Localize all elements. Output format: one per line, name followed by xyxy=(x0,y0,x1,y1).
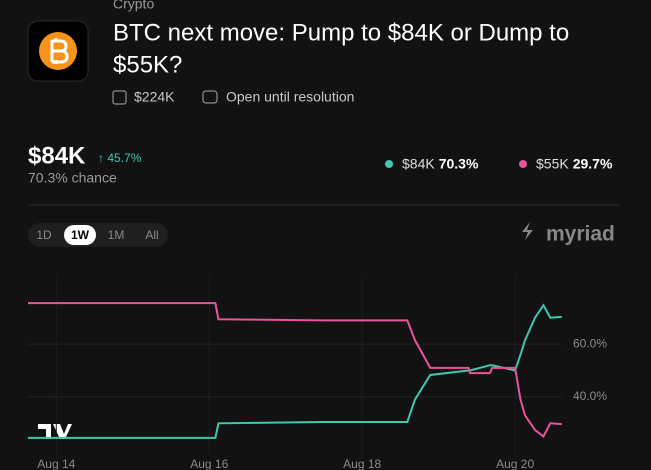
x-tick-label: Aug 16 xyxy=(190,457,228,470)
legend-dot xyxy=(519,160,527,168)
y-tick-label: 60.0% xyxy=(573,336,607,350)
title: $55K? xyxy=(113,51,182,78)
status-icon xyxy=(202,90,218,104)
legend-value: 29.7% xyxy=(573,156,613,172)
title: BTC next move: Pump to $84K or Dump to xyxy=(113,19,569,46)
range-button[interactable]: 1D xyxy=(36,228,52,242)
brand-logo xyxy=(522,222,533,240)
series-line xyxy=(28,303,562,439)
category: Crypto xyxy=(113,0,154,12)
range-button[interactable]: 1M xyxy=(108,228,125,242)
x-tick-label: Aug 14 xyxy=(37,457,75,470)
volume-icon xyxy=(112,90,127,105)
legend-name: $84K xyxy=(402,156,435,172)
series-line xyxy=(28,302,562,439)
legend-dot xyxy=(385,160,393,168)
price-change: ↑ 45.7% xyxy=(98,151,142,165)
status: Open until resolution xyxy=(226,89,354,105)
range-button[interactable]: 1W xyxy=(71,228,90,242)
range-button[interactable]: All xyxy=(145,228,158,242)
range-selected xyxy=(64,225,96,245)
y-tick-label: 40.0% xyxy=(573,389,607,403)
bitcoin-symbol xyxy=(50,38,69,64)
x-tick-label: Aug 18 xyxy=(343,457,381,470)
legend-name: $55K xyxy=(536,156,569,172)
tradingview-logo xyxy=(38,424,72,439)
range-selector xyxy=(28,223,168,247)
brand: myriad xyxy=(546,223,615,246)
volume: $224K xyxy=(134,89,175,105)
price: $84K xyxy=(28,142,86,169)
x-tick-label: Aug 20 xyxy=(496,457,534,470)
legend-value: 70.3% xyxy=(439,156,479,172)
chance: 70.3% chance xyxy=(28,170,117,186)
